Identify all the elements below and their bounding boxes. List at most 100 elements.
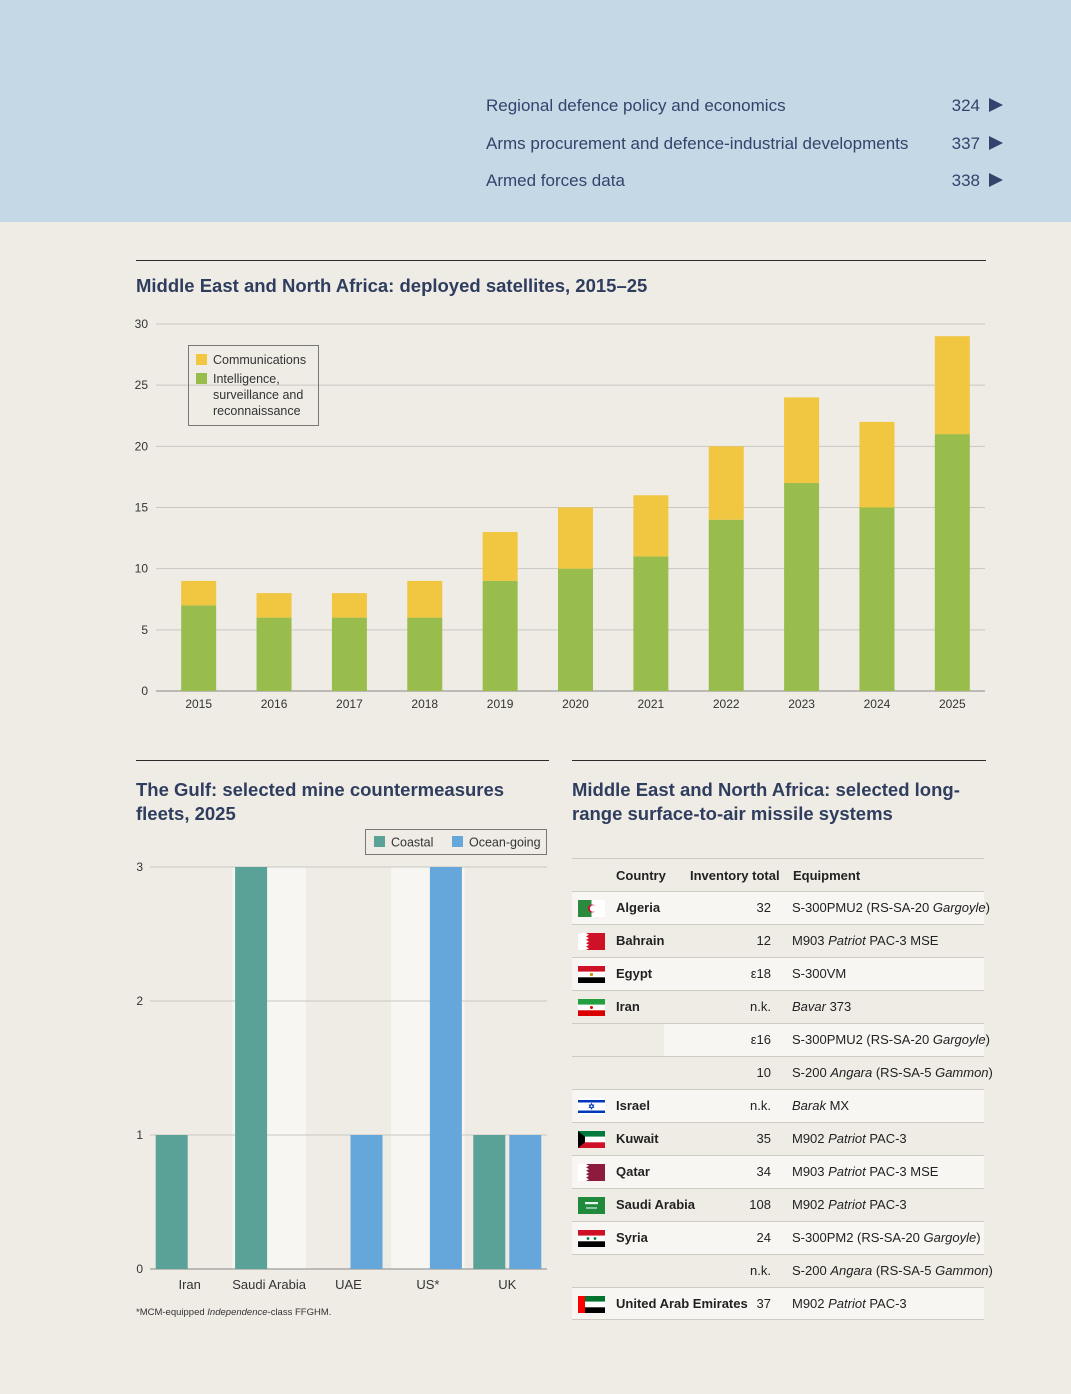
country-name: Iran (616, 999, 640, 1014)
x-tick-label: 2015 (185, 697, 212, 711)
row-shading (572, 1222, 984, 1254)
table-row: Egypt ε18 S-300VM (572, 957, 984, 990)
inventory-total: 32 (756, 900, 771, 915)
arrow-right-icon (989, 173, 1003, 187)
y-tick-label: 3 (136, 860, 143, 874)
satellites-chart-title: Middle East and North Africa: deployed s… (136, 275, 648, 296)
row-shading (572, 1156, 984, 1188)
row-shading (572, 1090, 984, 1122)
table-row: Algeria 32 S-300PMU2 (RS-SA-20 Gargoyle) (572, 891, 990, 924)
bar-segment (181, 580, 217, 606)
legend-label: Communications (213, 353, 306, 367)
x-tick-label: 2024 (864, 697, 891, 711)
toc-label: Armed forces data (486, 171, 625, 190)
israel-flag-icon (578, 1098, 605, 1115)
mcm-chart-title: The Gulf: selected mine countermeasures … (136, 779, 505, 824)
legend-swatch (374, 836, 385, 847)
bar-segment (331, 617, 367, 691)
iran-flag-icon (578, 999, 605, 1016)
toc-page: 324 (951, 96, 980, 115)
y-tick-label: 1 (136, 1128, 143, 1142)
bar (509, 1135, 542, 1269)
egypt-flag-icon (578, 966, 605, 983)
country-name: United Arab Emirates (616, 1296, 748, 1311)
inventory-total: 24 (756, 1230, 771, 1245)
table-row: Bahrain 12 M903 Patriot PAC-3 MSE (572, 924, 984, 957)
y-tick-label: 10 (135, 562, 149, 576)
syria-flag-icon (578, 1230, 605, 1247)
y-tick-label: 20 (135, 439, 149, 453)
bar-segment (633, 556, 669, 691)
y-tick-label: 5 (141, 623, 148, 637)
table-row: Kuwait 35 M902 Patriot PAC-3 (572, 1122, 984, 1155)
row-shading (572, 1288, 984, 1319)
bar-segment (482, 580, 518, 691)
table-row: Iran n.k. Bavar 373 (572, 990, 984, 1023)
bar-segment (558, 568, 593, 691)
legend-swatch (196, 373, 207, 384)
toc-page: 338 (951, 171, 980, 190)
inventory-total: n.k. (750, 1263, 771, 1278)
inventory-total: n.k. (750, 1098, 771, 1113)
mcm-footnote: *MCM-equipped Independence-class FFGHM. (136, 1307, 332, 1318)
bar-segment (482, 531, 518, 581)
bar-segment (181, 605, 217, 691)
x-tick-label: US* (416, 1277, 439, 1292)
equipment-name: M903 Patriot PAC-3 MSE (792, 1164, 939, 1179)
bar-segment (934, 434, 970, 691)
kuwait-flag-icon (578, 1131, 605, 1148)
toc-item[interactable]: Regional defence policy and economics 324 (486, 96, 1006, 134)
bar-segment (256, 617, 292, 691)
equipment-name: Barak MX (792, 1098, 850, 1113)
x-tick-label: 2025 (939, 697, 966, 711)
inventory-total: 34 (756, 1164, 771, 1179)
bar-segment (708, 519, 744, 691)
bar-segment (859, 507, 895, 691)
bar (473, 1135, 506, 1269)
row-shading (664, 1024, 984, 1056)
legend-swatch (196, 354, 207, 365)
table-row: 10 S-200 Angara (RS-SA-5 Gammon) (572, 1056, 993, 1089)
header-band (0, 0, 1071, 222)
bar-segment (407, 617, 443, 691)
sam-table: Country Inventory total Equipment Algeri… (572, 858, 993, 1320)
table-of-contents: Regional defence policy and economics 324… (486, 96, 1006, 209)
mcm-chart: 0 1 2 3 Iran Saudi Arabia UAE US* UK Coastal Ocean… (136, 829, 547, 1292)
inventory-total: ε16 (750, 1032, 771, 1047)
arrow-right-icon (989, 98, 1003, 112)
equipment-name: S-300PMU2 (RS-SA-20 Gargoyle) (792, 1032, 990, 1047)
x-tick-label: Iran (178, 1277, 200, 1292)
legend-label: Intelligence, surveillance and reconnaissa… (213, 372, 303, 418)
table-row: United Arab Emirates 37 M902 Patriot PAC-3 (572, 1287, 984, 1320)
country-name: Bahrain (616, 933, 665, 948)
header-country: Country (616, 868, 666, 883)
bar (235, 867, 268, 1269)
x-tick-label: 2023 (788, 697, 815, 711)
table-row: Israel n.k. Barak MX (572, 1089, 984, 1122)
x-tick-label: 2020 (562, 697, 589, 711)
x-tick-label: 2019 (487, 697, 514, 711)
table-row: Syria 24 S-300PM2 (RS-SA-20 Gargoyle) (572, 1221, 984, 1254)
equipment-name: S-300VM (792, 966, 847, 981)
legend-swatch (452, 836, 463, 847)
bar-segment (859, 421, 895, 508)
equipment-name: M903 Patriot PAC-3 MSE (792, 933, 939, 948)
country-name: Syria (616, 1230, 648, 1245)
algeria-flag-icon (578, 900, 605, 917)
x-tick-label: 2022 (713, 697, 740, 711)
x-tick-label: UAE (335, 1277, 362, 1292)
equipment-name: Bavar 373 (792, 999, 852, 1014)
country-name: Qatar (616, 1164, 650, 1179)
country-name: Algeria (616, 900, 661, 915)
equipment-name: S-200 Angara (RS-SA-5 Gammon) (792, 1065, 993, 1080)
table-row: Qatar 34 M903 Patriot PAC-3 MSE (572, 1155, 984, 1188)
toc-item[interactable]: Armed forces data 338 (486, 171, 1006, 209)
bahrain-flag-icon (578, 933, 605, 950)
header-equipment: Equipment (793, 868, 861, 883)
toc-item[interactable]: Arms procurement and defence-industrial … (486, 134, 1006, 172)
y-tick-label: 0 (136, 1262, 143, 1276)
y-tick-label: 25 (135, 378, 149, 392)
x-tick-label: Saudi Arabia (232, 1277, 306, 1292)
table-row: ε16 S-300PMU2 (RS-SA-20 Gargoyle) (572, 1023, 990, 1056)
